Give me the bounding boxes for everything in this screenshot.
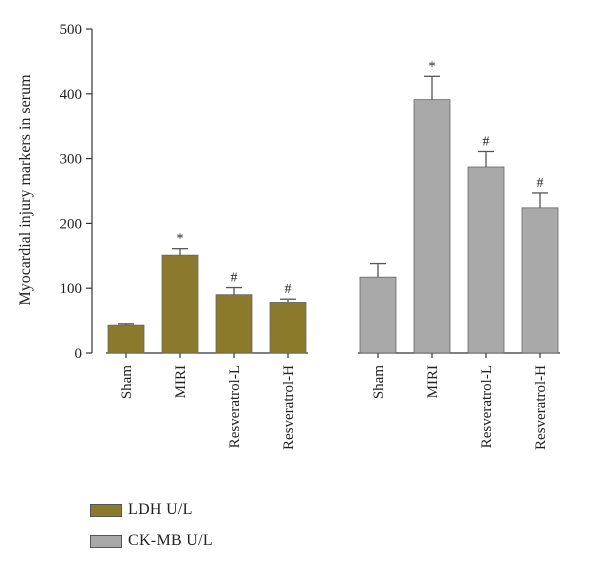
legend-label-ckmb: CK-MB U/L — [128, 532, 213, 549]
legend: LDH U/L CK-MB U/L — [90, 500, 213, 562]
x-label-ldh-sham: Sham — [119, 365, 135, 400]
x-label-ckmb-resveratrol-h: Resveratrol-H — [533, 365, 549, 450]
legend-swatch-ckmb — [90, 534, 122, 548]
x-label-ckmb-resveratrol-l: Resveratrol-L — [479, 365, 495, 448]
y-tick-label-200: 200 — [60, 216, 83, 232]
y-tick-label-0: 0 — [75, 346, 83, 362]
y-axis-title: Myocardial injury markers in serum — [17, 74, 34, 306]
legend-item-ldh: LDH U/L — [90, 500, 213, 520]
annotation-ldh-miri: * — [177, 232, 184, 247]
bar-ckmb-sham — [359, 276, 397, 354]
annotation-ckmb-resveratrol-l: # — [483, 134, 490, 149]
chart-axes: 0 100 200 300 400 500 Sham MIRI Resveratrol-L Res… — [60, 22, 560, 450]
x-label-ldh-resveratrol-h: Resveratrol-H — [281, 365, 297, 450]
bar-ckmb-miri — [413, 99, 451, 354]
legend-item-ckmb: CK-MB U/L — [90, 531, 213, 551]
y-tick-label-100: 100 — [60, 281, 83, 297]
bar-ldh-miri — [161, 254, 199, 354]
y-tick-label-500: 500 — [60, 22, 83, 38]
x-label-ldh-miri: MIRI — [173, 365, 189, 398]
bar-ckmb-resveratrol-h — [521, 207, 559, 354]
x-label-ckmb-sham: Sham — [371, 365, 387, 400]
x-label-ckmb-miri: MIRI — [425, 365, 441, 398]
chart-bars: * # # * # # — [107, 59, 559, 354]
annotation-ckmb-resveratrol-h: # — [537, 176, 544, 191]
bar-ldh-resveratrol-h — [269, 302, 307, 354]
annotation-ckmb-miri: * — [429, 59, 436, 74]
bar-ldh-resveratrol-l — [215, 294, 253, 354]
bar-ckmb-resveratrol-l — [467, 166, 505, 354]
x-label-ldh-resveratrol-l: Resveratrol-L — [227, 365, 243, 448]
y-tick-label-300: 300 — [60, 152, 83, 168]
annotation-ldh-resveratrol-h: # — [285, 282, 292, 297]
y-tick-label-400: 400 — [60, 87, 83, 103]
legend-swatch-ldh — [90, 503, 122, 517]
annotation-ldh-resveratrol-l: # — [231, 271, 238, 286]
bar-ldh-sham — [107, 324, 145, 354]
legend-label-ldh: LDH U/L — [128, 501, 193, 518]
